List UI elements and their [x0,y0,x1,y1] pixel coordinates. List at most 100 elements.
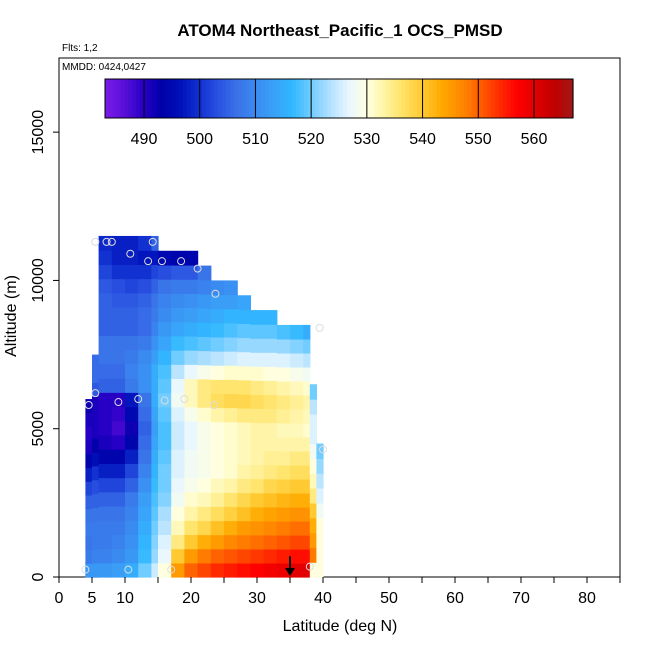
heatmap-cell [197,364,212,380]
colorbar-swatch [155,79,161,118]
heatmap-cell [276,520,291,536]
heatmap-cell [125,406,139,422]
x-tick-label: 5 [88,590,97,607]
colorbar-swatch [112,79,118,118]
colorbar-tick-label: 500 [186,131,213,148]
colorbar-swatch [456,79,461,118]
colorbar-swatch [319,79,324,118]
heatmap-cell [138,477,152,493]
heatmap-cell [237,407,251,423]
plot-frame [58,57,621,578]
colorbar-swatch [280,79,285,118]
heatmap-cell [290,548,304,564]
heatmap-cell [316,547,324,563]
heatmap-cell [184,506,199,521]
heatmap-cell [92,521,100,536]
heatmap-cell [309,532,317,548]
sample-point [315,323,324,332]
heatmap-cell [138,321,152,337]
heatmap-cell [85,412,93,428]
heatmap-cell [250,450,265,466]
heatmap-cell [263,548,278,564]
flights-label: Flts: 1,2 [62,43,98,54]
heatmap-cell [276,380,291,396]
heatmap-cell [224,351,238,366]
heatmap-cell [92,465,100,481]
colorbar-swatch [358,79,363,118]
colorbar-swatch [452,79,457,118]
heatmap-cell [151,292,159,308]
heatmap-cell [125,505,139,521]
colorbar-swatch [327,79,332,118]
heatmap-cell [210,393,225,409]
colorbar-swatch [292,79,297,118]
heatmap-cell [197,279,212,295]
heatmap-cell [309,413,317,430]
colorbar-swatch [444,79,449,118]
heatmap-cell [224,280,238,296]
heatmap-cell [316,488,324,504]
heatmap-cell [171,335,185,351]
colorbar-swatch [307,79,313,118]
colorbar-swatch [335,79,340,118]
colorbar-swatch [147,79,153,118]
heatmap-cell [197,492,212,507]
sample-point [102,237,111,246]
heatmap-cell [290,450,304,466]
heatmap-cell [250,478,265,494]
heatmap-cell [210,548,225,564]
sample-point [107,237,116,246]
colorbar-swatch [526,79,531,118]
sample-point [91,237,100,246]
heatmap-cell [125,463,139,479]
colorbar-swatch [401,79,406,118]
colorbar-swatch [530,79,535,118]
heatmap-cell [250,548,265,564]
heatmap-cell [111,449,126,464]
heatmap-cell [184,562,199,578]
heatmap-cell [250,464,265,480]
heatmap-cell [237,506,251,522]
heatmap-cell [92,479,100,495]
heatmap-cell [138,406,152,422]
heatmap-cell [184,392,199,408]
heatmap-cells [85,235,324,578]
colorbar-swatch [522,79,527,118]
heatmap-cell [309,547,317,563]
colorbar-swatch [549,79,555,118]
heatmap-cell [263,534,278,550]
heatmap-cell [125,306,139,322]
heatmap-cell [158,506,172,521]
heatmap-cell [138,306,152,322]
colorbar-swatch [108,79,114,118]
heatmap-cell [125,520,139,535]
heatmap-cell [250,366,265,381]
heatmap-cell [111,520,126,535]
colorbar-swatch [288,79,293,118]
colorbar-swatch [397,79,402,118]
colorbar-swatch [498,79,504,118]
heatmap-cell [184,378,199,394]
x-tick-label: 80 [578,590,596,607]
heatmap-cell [224,464,238,479]
heatmap-cell [98,434,113,450]
colorbar-swatch [339,79,344,118]
heatmap-cell [309,562,317,578]
heatmap-cell [237,323,251,339]
heatmap-cell [111,434,126,450]
colorbar-swatch [202,79,207,118]
colorbar-swatch [537,79,543,118]
heatmap-cell [151,406,159,422]
heatmap-cell [276,506,291,522]
heatmap-cell [158,406,172,422]
heatmap-cell [276,534,291,550]
heatmap-cell [290,394,304,410]
heatmap-cell [111,420,126,436]
colorbar-swatch [362,79,367,118]
x-axis: 0 5 10 20 30 40 50 60 70 80 [55,577,621,607]
colorbar-swatch [510,79,516,118]
heatmap-cell [197,435,212,451]
colorbar-swatch [440,79,445,118]
heatmap-cell [92,354,100,370]
chart-title: ATOM4 Northeast_Pacific_1 OCS_PMSD [177,21,502,40]
